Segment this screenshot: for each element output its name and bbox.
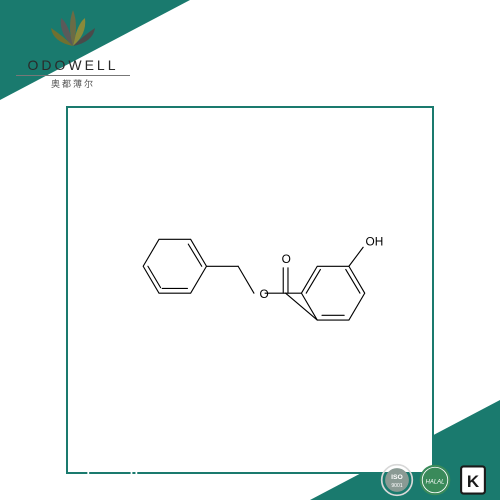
atom-label-o-dbl: O (282, 252, 291, 266)
logo-brand-text: ODOWELL (16, 57, 130, 76)
badge-kosher: K (456, 463, 490, 497)
certification-badges: ISO 9001 HALAL K (380, 463, 490, 497)
molecule-frame: O O OH (66, 106, 434, 474)
badge-iso-text2: 9001 (391, 483, 402, 489)
badge-iso: ISO 9001 (380, 463, 414, 497)
brand-logo: ODOWELL 奥都薄尔 (8, 6, 138, 90)
logo-sub-text: 奥都薄尔 (8, 77, 138, 90)
badge-halal-text: HALAL (426, 479, 445, 485)
badge-halal: HALAL (418, 463, 452, 497)
atom-label-o: O (259, 287, 268, 301)
logo-petals-icon (49, 6, 97, 50)
molecule-diagram: O O OH (68, 108, 432, 472)
website-url: www.odowell.com (18, 469, 184, 492)
badge-iso-text1: ISO (391, 474, 403, 481)
atom-label-oh: OH (366, 235, 384, 249)
badge-kosher-text: K (467, 472, 480, 491)
